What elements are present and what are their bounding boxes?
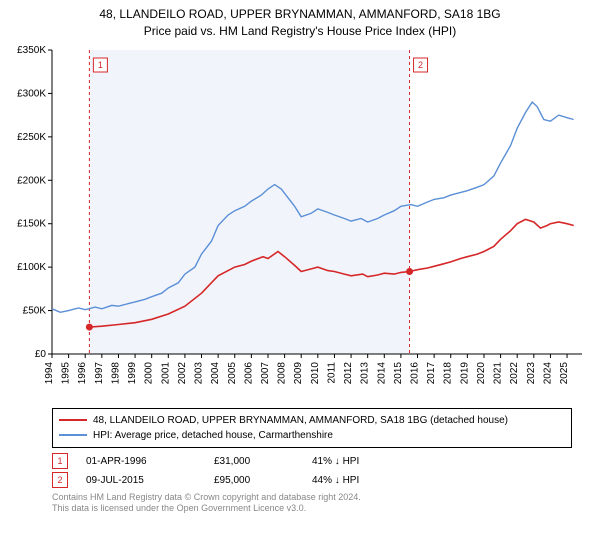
svg-text:£150K: £150K [17,218,46,229]
svg-text:2009: 2009 [293,361,304,384]
sale-date: 09-JUL-2015 [86,471,196,490]
legend-row: HPI: Average price, detached house, Carm… [59,428,565,443]
svg-text:2018: 2018 [443,361,454,384]
svg-text:2014: 2014 [376,361,387,384]
sale-delta: 44% ↓ HPI [312,471,402,490]
svg-text:2016: 2016 [410,361,421,384]
sale-row: 1 01-APR-1996 £31,000 41% ↓ HPI [52,452,572,471]
title-address: 48, LLANDEILO ROAD, UPPER BRYNAMMAN, AMM… [0,6,600,23]
sale-date: 01-APR-1996 [86,452,196,471]
svg-text:2015: 2015 [393,361,404,384]
svg-text:2012: 2012 [343,361,354,384]
svg-text:2008: 2008 [277,361,288,384]
legend-swatch [59,419,87,421]
svg-text:2010: 2010 [310,361,321,384]
svg-text:2003: 2003 [194,361,205,384]
svg-text:2013: 2013 [360,361,371,384]
sale-price: £31,000 [214,452,294,471]
legend: 48, LLANDEILO ROAD, UPPER BRYNAMMAN, AMM… [52,408,572,448]
svg-text:2001: 2001 [160,361,171,384]
svg-text:2: 2 [418,60,423,70]
svg-text:£100K: £100K [17,262,46,273]
title-block: 48, LLANDEILO ROAD, UPPER BRYNAMMAN, AMM… [0,0,600,42]
svg-text:2004: 2004 [210,361,221,384]
svg-text:2017: 2017 [426,361,437,384]
legend-row: 48, LLANDEILO ROAD, UPPER BRYNAMMAN, AMM… [59,413,565,428]
svg-text:£0: £0 [35,349,47,360]
svg-text:1: 1 [98,60,103,70]
legend-label: HPI: Average price, detached house, Carm… [93,428,333,443]
svg-text:2022: 2022 [509,361,520,384]
sale-badge: 2 [52,472,68,488]
chart-area: £0 £50K £100K £150K £200K £250K £300K £350K 1994… [0,42,600,402]
svg-text:1999: 1999 [127,361,138,384]
svg-text:2005: 2005 [227,361,238,384]
legend-swatch [59,434,87,436]
svg-text:£200K: £200K [17,175,46,186]
svg-text:2021: 2021 [493,361,504,384]
sale-delta: 41% ↓ HPI [312,452,402,471]
attribution-line2: This data is licensed under the Open Gov… [52,503,572,515]
svg-text:1996: 1996 [77,361,88,384]
attribution: Contains HM Land Registry data © Crown c… [52,492,572,515]
svg-text:2007: 2007 [260,361,271,384]
svg-text:2002: 2002 [177,361,188,384]
svg-text:2025: 2025 [559,361,570,384]
svg-text:2019: 2019 [459,361,470,384]
attribution-line1: Contains HM Land Registry data © Crown c… [52,492,572,504]
svg-text:£250K: £250K [17,131,46,142]
sales-table: 1 01-APR-1996 £31,000 41% ↓ HPI 2 09-JUL-2015… [52,452,572,490]
svg-text:2024: 2024 [542,361,553,384]
svg-text:£350K: £350K [17,45,46,56]
svg-text:2000: 2000 [144,361,155,384]
svg-text:2011: 2011 [326,361,337,383]
svg-text:£50K: £50K [23,305,47,316]
svg-text:1997: 1997 [94,361,105,384]
chart-container: 48, LLANDEILO ROAD, UPPER BRYNAMMAN, AMM… [0,0,600,515]
svg-text:£300K: £300K [17,88,46,99]
title-subtitle: Price paid vs. HM Land Registry's House … [0,23,600,40]
svg-text:2023: 2023 [526,361,537,384]
svg-text:1994: 1994 [44,361,55,384]
svg-text:2020: 2020 [476,361,487,384]
sale-row: 2 09-JUL-2015 £95,000 44% ↓ HPI [52,471,572,490]
legend-label: 48, LLANDEILO ROAD, UPPER BRYNAMMAN, AMM… [93,413,508,428]
svg-text:1998: 1998 [110,361,121,384]
svg-text:2006: 2006 [243,361,254,384]
svg-text:1995: 1995 [61,361,72,384]
sale-price: £95,000 [214,471,294,490]
sale-badge: 1 [52,453,68,469]
price-chart-svg: £0 £50K £100K £150K £200K £250K £300K £350K 1994… [0,42,600,402]
